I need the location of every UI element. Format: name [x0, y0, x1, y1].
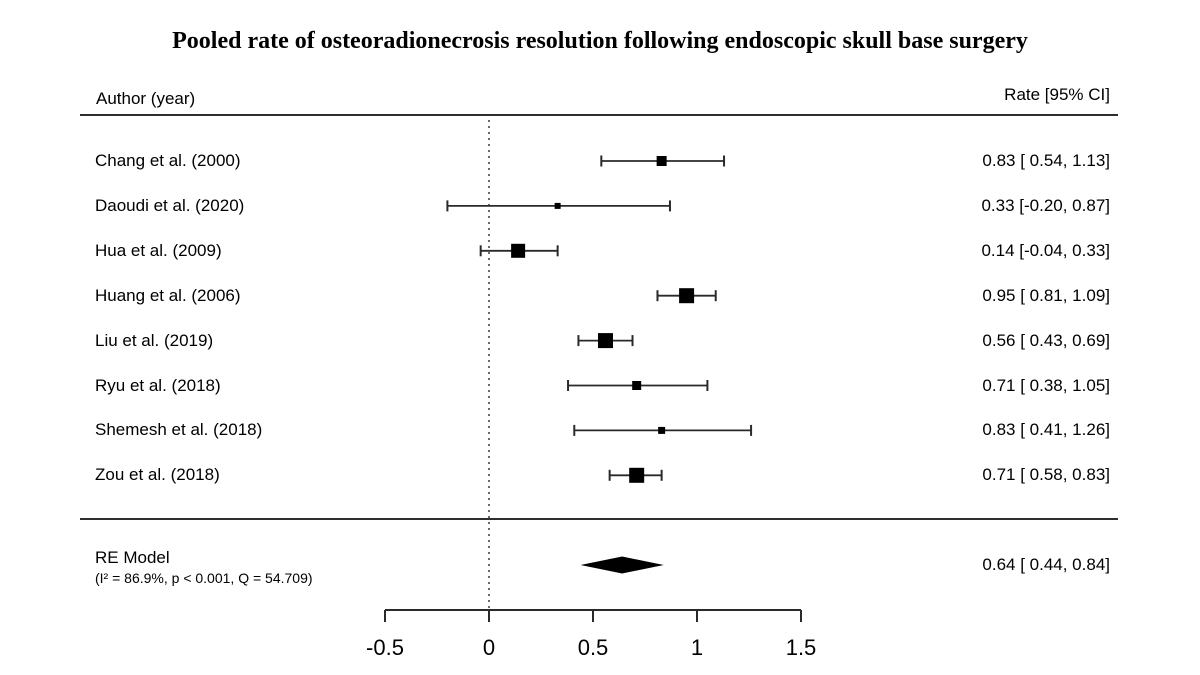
study-label: Ryu et al. (2018)	[95, 375, 221, 395]
study-rate-value: 0.71 [ 0.38, 1.05]	[982, 375, 1110, 395]
effect-size-marker	[679, 288, 695, 304]
effect-size-marker	[656, 156, 667, 166]
study-label: Chang et al. (2000)	[95, 151, 241, 170]
summary-rate-value: 0.64 [ 0.44, 0.84]	[982, 555, 1110, 574]
effect-size-marker	[511, 243, 526, 258]
effect-size-marker	[658, 426, 666, 434]
author-column-header: Author (year)	[96, 89, 196, 108]
study-label: Huang et al. (2006)	[95, 285, 241, 305]
effect-size-marker	[597, 333, 613, 349]
study-rate-value: 0.83 [ 0.54, 1.13]	[982, 151, 1110, 170]
x-tick-label: 1	[690, 635, 704, 660]
summary-diamond	[580, 556, 664, 574]
study-label: Liu et al. (2019)	[95, 330, 214, 350]
study-label: Shemesh et al. (2018)	[95, 420, 263, 440]
study-rate-value: 0.95 [ 0.81, 1.09]	[982, 285, 1110, 305]
study-rate-value: 0.83 [ 0.41, 1.26]	[982, 420, 1110, 440]
summary-divider-line	[80, 518, 1118, 520]
effect-size-marker	[554, 202, 561, 209]
study-rate-value: 0.14 [-0.04, 0.33]	[981, 240, 1110, 260]
summary-model-label: RE Model	[95, 548, 170, 567]
x-tick-label: 1.5	[785, 635, 817, 660]
header-divider-line	[80, 114, 1118, 116]
chart-title: Pooled rate of osteoradionecrosis resolu…	[172, 28, 1028, 54]
study-label: Daoudi et al. (2020)	[95, 195, 245, 215]
study-rate-value: 0.33 [-0.20, 0.87]	[981, 195, 1110, 215]
x-tick-label: 0	[482, 635, 496, 660]
x-tick-label: 0.5	[577, 635, 609, 660]
x-tick-label: -0.5	[366, 635, 404, 660]
study-label: Hua et al. (2009)	[95, 240, 222, 260]
rate-column-header: Rate [95% CI]	[1004, 85, 1110, 104]
study-label: Zou et al. (2018)	[95, 465, 220, 485]
study-rate-value: 0.56 [ 0.43, 0.69]	[982, 330, 1110, 350]
heterogeneity-stats: (I² = 86.9%, p < 0.001, Q = 54.709)	[95, 570, 313, 586]
study-rate-value: 0.71 [ 0.58, 0.83]	[982, 465, 1110, 485]
effect-size-marker	[629, 467, 645, 483]
effect-size-marker	[632, 381, 642, 390]
